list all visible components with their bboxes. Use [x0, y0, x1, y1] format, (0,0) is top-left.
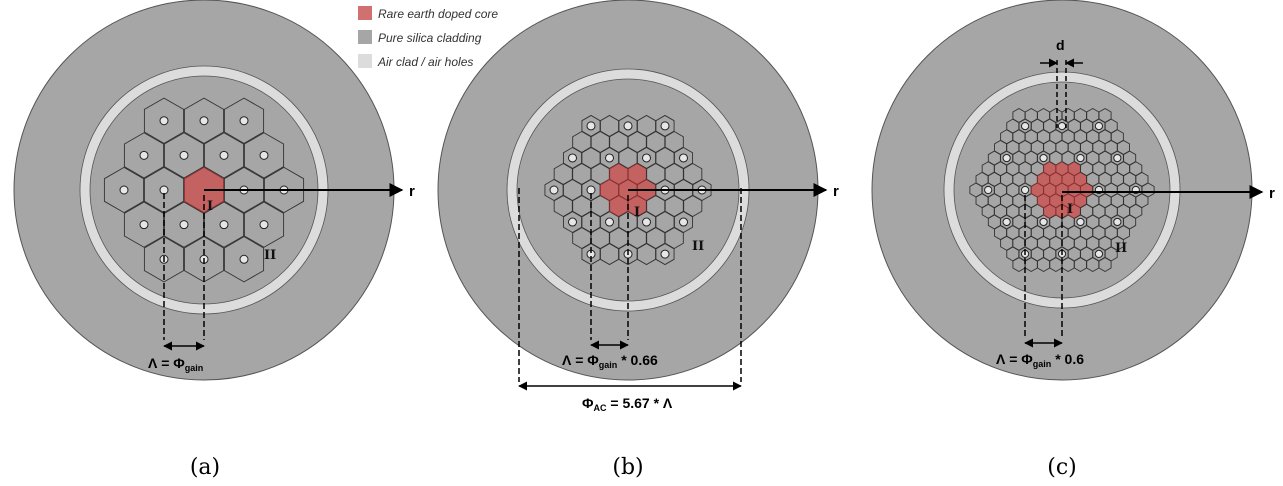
legend: Rare earth doped core Pure silica claddi…: [358, 6, 498, 69]
air-hole: [219, 220, 229, 230]
air-hole: [179, 220, 189, 230]
pitch-label: Λ = Φgain * 0.66: [562, 352, 658, 370]
air-hole: [239, 116, 249, 126]
legend-label-air: Air clad / air holes: [377, 55, 473, 69]
air-hole: [1002, 217, 1011, 227]
region-core-label: I: [634, 205, 640, 220]
air-hole: [679, 217, 688, 227]
air-hole: [660, 121, 670, 131]
air-hole: [568, 153, 577, 163]
panel-a: r I II Λ = Φgain (a): [13, 0, 415, 480]
air-hole: [679, 153, 688, 163]
air-hole: [259, 150, 269, 160]
air-hole: [1113, 217, 1122, 227]
air-hole: [642, 153, 651, 163]
panel-caption-b: (b): [612, 455, 643, 480]
air-hole: [1021, 121, 1030, 131]
air-hole: [199, 116, 209, 126]
air-hole: [605, 217, 614, 227]
air-hole: [1039, 153, 1048, 163]
air-hole: [259, 220, 269, 230]
air-hole: [549, 185, 559, 195]
panel-c: r I II d Λ = Φgain * 0.6 (c): [871, 0, 1275, 480]
air-hole: [139, 150, 149, 160]
air-hole: [139, 220, 149, 230]
air-hole: [1113, 153, 1122, 163]
air-hole: [642, 217, 651, 227]
panel-caption-a: (a): [190, 455, 220, 480]
panel-b: r I II Λ = Φgain * 0.66 ΦAC = 5.67 * Λ (…: [437, 0, 839, 480]
region-core-label: I: [1067, 202, 1073, 217]
hex-lattice: [969, 107, 1155, 273]
air-hole: [239, 254, 249, 264]
air-hole: [179, 150, 189, 160]
air-hole: [1094, 249, 1104, 259]
air-hole: [586, 185, 596, 195]
air-hole: [1002, 153, 1011, 163]
air-hole: [1021, 185, 1030, 195]
pitch-label: Λ = Φgain: [148, 355, 203, 373]
axis-label-r: r: [409, 183, 415, 200]
air-hole: [159, 185, 169, 195]
cladding-hex-cell: [1141, 182, 1155, 198]
legend-swatch-core: [358, 6, 372, 20]
panel-caption-c: (c): [1047, 455, 1077, 480]
air-hole: [219, 150, 229, 160]
hole-diameter-label: d: [1056, 37, 1065, 53]
air-hole: [660, 249, 670, 259]
region-clad-label: II: [264, 248, 276, 263]
air-hole: [1076, 217, 1085, 227]
air-hole: [605, 153, 614, 163]
air-hole: [1039, 217, 1048, 227]
legend-label-core: Rare earth doped core: [378, 7, 498, 21]
air-hole: [119, 185, 129, 195]
region-clad-label: II: [1115, 241, 1127, 256]
air-hole: [1094, 121, 1104, 131]
air-hole: [623, 121, 633, 131]
air-hole: [1057, 121, 1067, 131]
hex-lattice: [544, 114, 712, 266]
legend-label-cladding: Pure silica cladding: [378, 31, 482, 45]
region-core-label: I: [207, 199, 213, 214]
legend-swatch-air: [358, 54, 372, 68]
axis-label-r: r: [833, 183, 839, 200]
air-hole: [159, 116, 169, 126]
region-clad-label: II: [692, 239, 704, 254]
air-hole: [568, 217, 577, 227]
air-hole: [984, 185, 993, 195]
axis-label-r: r: [1269, 185, 1275, 202]
air-hole: [1076, 153, 1085, 163]
ac-diameter-label: ΦAC = 5.67 * Λ: [582, 395, 673, 413]
legend-swatch-cladding: [358, 30, 372, 44]
pitch-label: Λ = Φgain * 0.6: [996, 351, 1084, 369]
air-hole: [586, 121, 596, 131]
